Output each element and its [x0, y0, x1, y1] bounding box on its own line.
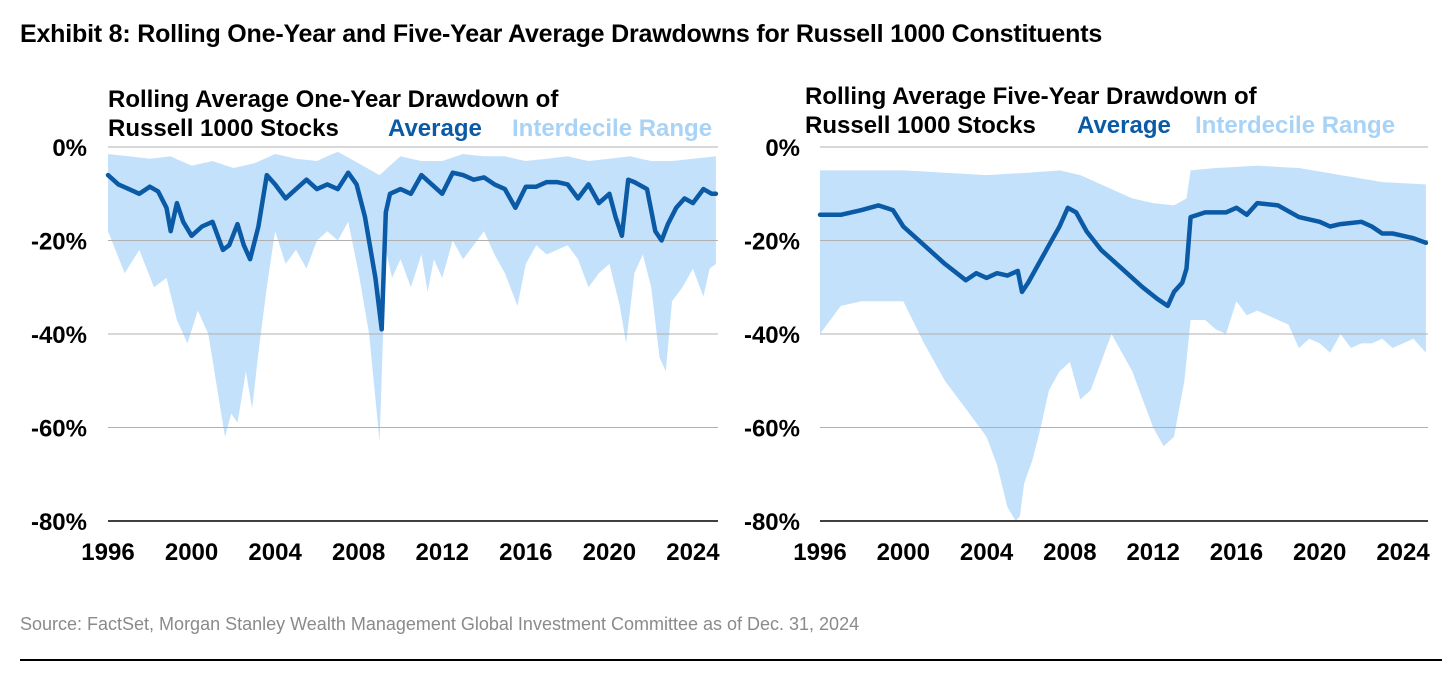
chart-one-year-xtick-label: 2012 — [416, 539, 469, 566]
chart-one-year-average-line — [105, 170, 719, 332]
chart-one-year-xtick-label: 2000 — [165, 539, 218, 566]
chart-one-year-yticks: 0% -20% -40% -60% -80% — [31, 135, 87, 536]
chart-one-year-title-line1: Rolling Average One-Year Drawdown of — [108, 86, 559, 113]
chart-one-year-xtick-label: 2004 — [248, 539, 302, 566]
chart-five-year-ytick-label: -80% — [744, 509, 800, 536]
chart-one-year-ytick-label: 0% — [52, 135, 87, 162]
chart-one-year: 0% -20% -40% -60% -80% 1996 2000 2004 2008 2012 2… — [31, 86, 720, 566]
chart-five-year-xtick-label: 1996 — [793, 539, 846, 566]
chart-one-year-ytick-label: -20% — [31, 229, 87, 256]
chart-five-year-xtick-label: 2000 — [877, 539, 930, 566]
chart-one-year-xtick-label: 2016 — [499, 539, 552, 566]
chart-five-year-legend-average: Average — [1077, 112, 1171, 139]
chart-five-year-xtick-label: 2024 — [1376, 539, 1430, 566]
chart-one-year-ytick-label: -80% — [31, 509, 87, 536]
chart-one-year-xtick-label: 1996 — [81, 539, 134, 566]
charts-canvas: 0% -20% -40% -60% -80% 1996 2000 2004 2008 2012 2… — [31, 83, 1430, 566]
chart-five-year-xtick-label: 2012 — [1126, 539, 1179, 566]
chart-five-year-xtick-label: 2020 — [1293, 539, 1346, 566]
chart-one-year-title-line2: Russell 1000 Stocks — [108, 115, 339, 142]
chart-five-year-grid — [820, 146, 1428, 522]
chart-one-year-legend-range: Interdecile Range — [512, 115, 712, 142]
chart-one-year-xticks: 1996 2000 2004 2008 2012 2016 2020 2024 — [81, 539, 720, 566]
chart-five-year-ytick-label: 0% — [765, 135, 800, 162]
chart-one-year-ytick-label: -40% — [31, 322, 87, 349]
chart-one-year-ytick-label: -60% — [31, 416, 87, 443]
chart-one-year-xtick-label: 2008 — [332, 539, 385, 566]
chart-five-year-xticks: 1996 2000 2004 2008 2012 2016 2020 2024 — [793, 539, 1430, 566]
chart-one-year-grid — [108, 146, 718, 522]
chart-five-year-yticks: 0% -20% -40% -60% -80% — [744, 135, 800, 536]
source-note: Source: FactSet, Morgan Stanley Wealth M… — [20, 614, 860, 634]
chart-five-year-ytick-label: -40% — [744, 322, 800, 349]
chart-five-year-xtick-label: 2004 — [960, 539, 1014, 566]
chart-five-year-band — [820, 165, 1426, 521]
bottom-divider — [20, 659, 1442, 661]
chart-five-year-interdecile-band — [820, 165, 1426, 521]
chart-five-year-line-layer — [817, 200, 1429, 309]
chart-five-year-title-line2: Russell 1000 Stocks — [805, 112, 1036, 139]
chart-one-year-legend-average: Average — [388, 115, 482, 142]
chart-five-year-xtick-label: 2016 — [1210, 539, 1263, 566]
chart-five-year-ytick-label: -20% — [744, 229, 800, 256]
chart-five-year-title-line1: Rolling Average Five-Year Drawdown of — [805, 83, 1258, 110]
chart-five-year-ytick-label: -60% — [744, 416, 800, 443]
chart-five-year-legend-range: Interdecile Range — [1195, 112, 1395, 139]
chart-five-year-xtick-label: 2008 — [1043, 539, 1096, 566]
chart-one-year-xtick-label: 2024 — [666, 539, 720, 566]
exhibit-title: Exhibit 8: Rolling One-Year and Five-Yea… — [20, 20, 1103, 48]
chart-one-year-line-layer — [105, 170, 719, 332]
chart-five-year-average-line — [817, 200, 1429, 309]
chart-five-year: 0% -20% -40% -60% -80% 1996 2000 2004 2008 2012 2… — [744, 83, 1430, 566]
chart-one-year-xtick-label: 2020 — [583, 539, 636, 566]
